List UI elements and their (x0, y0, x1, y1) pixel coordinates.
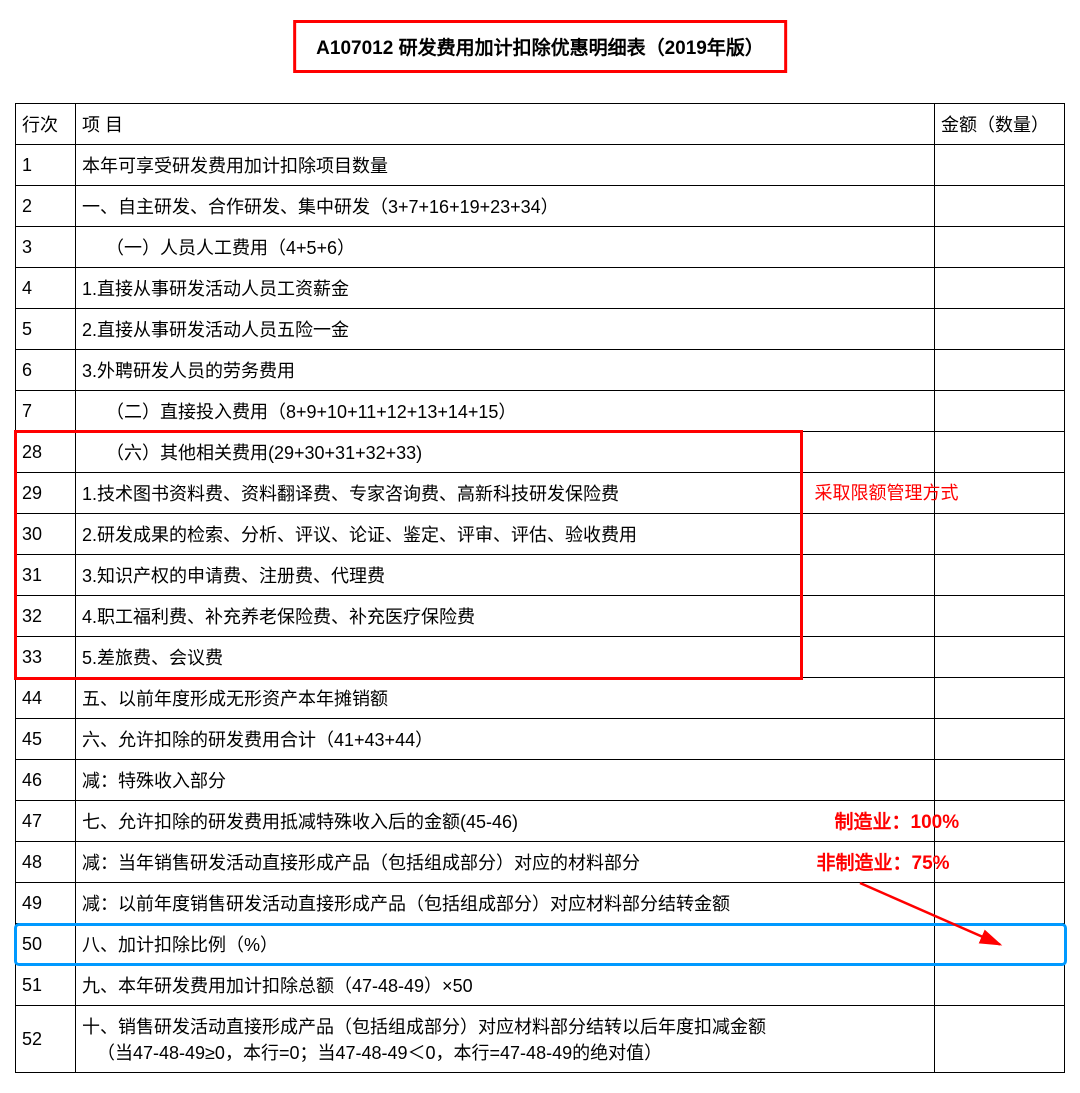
row-num: 48 (16, 842, 76, 883)
row-amount (935, 391, 1065, 432)
row-amount (935, 596, 1065, 637)
table-row: 44五、以前年度形成无形资产本年摊销额 (16, 678, 1065, 719)
table-row: 49减：以前年度销售研发活动直接形成产品（包括组成部分）对应材料部分结转金额 (16, 883, 1065, 924)
table-row: 51九、本年研发费用加计扣除总额（47-48-49）×50 (16, 965, 1065, 1006)
row-amount (935, 924, 1065, 965)
row-amount (935, 186, 1065, 227)
table-wrapper: 行次 项 目 金额（数量） 1本年可享受研发费用加计扣除项目数量2一、自主研发、… (15, 103, 1065, 1073)
row-item: 本年可享受研发费用加计扣除项目数量 (76, 145, 935, 186)
row-num: 32 (16, 596, 76, 637)
row-amount (935, 145, 1065, 186)
page-title: A107012 研发费用加计扣除优惠明细表（2019年版） (316, 38, 764, 59)
row-item: 2.直接从事研发活动人员五险一金 (76, 309, 935, 350)
table-row: 45六、允许扣除的研发费用合计（41+43+44） (16, 719, 1065, 760)
row-amount (935, 760, 1065, 801)
row-num: 3 (16, 227, 76, 268)
row-num: 50 (16, 924, 76, 965)
table-row: 302.研发成果的检索、分析、评议、论证、鉴定、评审、评估、验收费用 (16, 514, 1065, 555)
row-item: 八、加计扣除比例（%） (76, 924, 935, 965)
row-num: 46 (16, 760, 76, 801)
table-row: 50八、加计扣除比例（%） (16, 924, 1065, 965)
annotation-limit-mgmt: 采取限额管理方式 (815, 479, 959, 505)
row-item: （六）其他相关费用(29+30+31+32+33) (76, 432, 935, 473)
row-item: 3.外聘研发人员的劳务费用 (76, 350, 935, 391)
annotation-mfg: 制造业：100% (835, 807, 960, 834)
row-num: 1 (16, 145, 76, 186)
table-row: 1本年可享受研发费用加计扣除项目数量 (16, 145, 1065, 186)
table-row: 63.外聘研发人员的劳务费用 (16, 350, 1065, 391)
row-item: 九、本年研发费用加计扣除总额（47-48-49）×50 (76, 965, 935, 1006)
row-num: 29 (16, 473, 76, 514)
table-row: 7（二）直接投入费用（8+9+10+11+12+13+14+15） (16, 391, 1065, 432)
row-item: 1.技术图书资料费、资料翻译费、专家咨询费、高新科技研发保险费 (76, 473, 935, 514)
row-amount (935, 514, 1065, 555)
row-amount (935, 678, 1065, 719)
row-amount (935, 965, 1065, 1006)
row-amount (935, 637, 1065, 678)
row-num: 31 (16, 555, 76, 596)
table-row: 313.知识产权的申请费、注册费、代理费 (16, 555, 1065, 596)
row-item: 七、允许扣除的研发费用抵减特殊收入后的金额(45-46) (76, 801, 935, 842)
row-amount (935, 309, 1065, 350)
row-amount (935, 555, 1065, 596)
table-row: 2一、自主研发、合作研发、集中研发（3+7+16+19+23+34） (16, 186, 1065, 227)
header-item: 项 目 (76, 104, 935, 145)
row-num: 51 (16, 965, 76, 1006)
row-item: 3.知识产权的申请费、注册费、代理费 (76, 555, 935, 596)
row-num: 5 (16, 309, 76, 350)
row-amount (935, 719, 1065, 760)
row-item: 五、以前年度形成无形资产本年摊销额 (76, 678, 935, 719)
row-num: 45 (16, 719, 76, 760)
row-item: 减：当年销售研发活动直接形成产品（包括组成部分）对应的材料部分 (76, 842, 935, 883)
row-num: 52 (16, 1006, 76, 1073)
row-item: 4.职工福利费、补充养老保险费、补充医疗保险费 (76, 596, 935, 637)
table-row: 335.差旅费、会议费 (16, 637, 1065, 678)
row-amount (935, 268, 1065, 309)
row-num: 30 (16, 514, 76, 555)
row-item: 5.差旅费、会议费 (76, 637, 935, 678)
row-amount (935, 883, 1065, 924)
table-row: 3（一）人员人工费用（4+5+6） (16, 227, 1065, 268)
row-amount (935, 227, 1065, 268)
header-amount: 金额（数量） (935, 104, 1065, 145)
row-item: 2.研发成果的检索、分析、评议、论证、鉴定、评审、评估、验收费用 (76, 514, 935, 555)
table-row: 324.职工福利费、补充养老保险费、补充医疗保险费 (16, 596, 1065, 637)
row-num: 7 (16, 391, 76, 432)
row-amount (935, 842, 1065, 883)
header-row: 行次 项 目 金额（数量） (16, 104, 1065, 145)
row-item: 减：以前年度销售研发活动直接形成产品（包括组成部分）对应材料部分结转金额 (76, 883, 935, 924)
row-amount (935, 350, 1065, 391)
row-item: 减：特殊收入部分 (76, 760, 935, 801)
row-num: 33 (16, 637, 76, 678)
table-row: 52十、销售研发活动直接形成产品（包括组成部分）对应材料部分结转以后年度扣减金额… (16, 1006, 1065, 1073)
row-num: 28 (16, 432, 76, 473)
deduction-table: 行次 项 目 金额（数量） 1本年可享受研发费用加计扣除项目数量2一、自主研发、… (15, 103, 1065, 1073)
row-item: 1.直接从事研发活动人员工资薪金 (76, 268, 935, 309)
header-row-num: 行次 (16, 104, 76, 145)
title-box: A107012 研发费用加计扣除优惠明细表（2019年版） (293, 20, 787, 73)
table-row: 28（六）其他相关费用(29+30+31+32+33) (16, 432, 1065, 473)
row-item: 六、允许扣除的研发费用合计（41+43+44） (76, 719, 935, 760)
row-item: （二）直接投入费用（8+9+10+11+12+13+14+15） (76, 391, 935, 432)
row-num: 49 (16, 883, 76, 924)
row-item: （一）人员人工费用（4+5+6） (76, 227, 935, 268)
row-item: 一、自主研发、合作研发、集中研发（3+7+16+19+23+34） (76, 186, 935, 227)
row-num: 44 (16, 678, 76, 719)
row-num: 6 (16, 350, 76, 391)
table-row: 46减：特殊收入部分 (16, 760, 1065, 801)
table-row: 52.直接从事研发活动人员五险一金 (16, 309, 1065, 350)
row-num: 47 (16, 801, 76, 842)
annotation-nonmfg: 非制造业：75% (817, 848, 950, 875)
row-item: 十、销售研发活动直接形成产品（包括组成部分）对应材料部分结转以后年度扣减金额（当… (76, 1006, 935, 1073)
row-num: 4 (16, 268, 76, 309)
row-num: 2 (16, 186, 76, 227)
row-amount (935, 1006, 1065, 1073)
table-row: 41.直接从事研发活动人员工资薪金 (16, 268, 1065, 309)
row-amount (935, 432, 1065, 473)
